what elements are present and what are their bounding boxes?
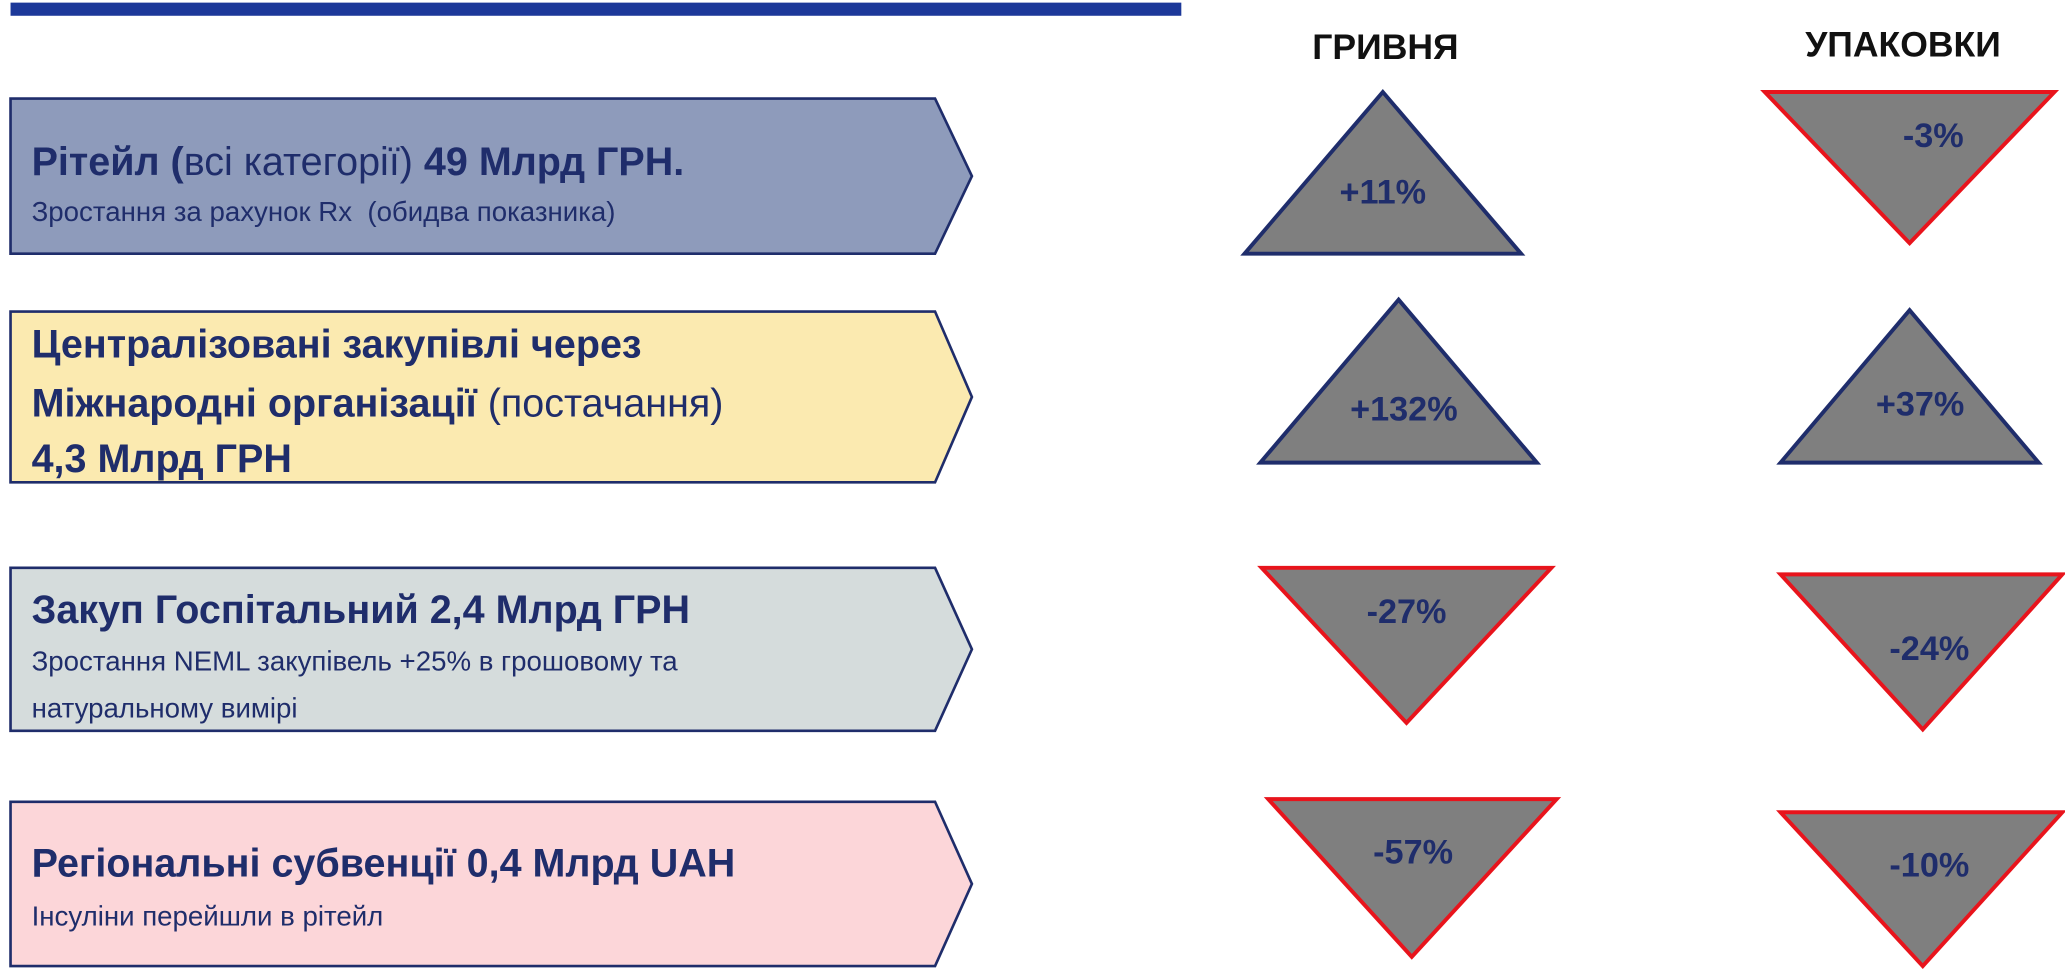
category-text: 4,3 Млрд ГРН (32, 437, 292, 481)
text-run: Інсуліни перейшли в рітейл (32, 900, 384, 931)
category-box (9, 566, 974, 733)
category-box (9, 310, 974, 484)
category-text: натуральному вимірі (32, 693, 298, 724)
change-label: +11% (1340, 174, 1427, 212)
change-label: -24% (1889, 630, 1969, 668)
change-label: -3% (1903, 117, 1964, 155)
text-run: натуральному вимірі (32, 693, 298, 724)
category-box (9, 97, 974, 255)
text-run: Рітейл ( (32, 140, 185, 184)
category-text: Рітейл (всі категорії) 49 Млрд ГРН. (32, 140, 685, 184)
down-triangle (1776, 810, 2065, 969)
change-label: -10% (1889, 847, 1969, 885)
column-header: УПАКОВКИ (1805, 25, 2001, 65)
change-label: -57% (1373, 834, 1453, 872)
category-text: Зростання за рахунок Rx (обидва показник… (32, 196, 616, 227)
down-triangle (1760, 90, 2060, 247)
column-header: ГРИВНЯ (1312, 27, 1458, 67)
text-run: Централізовані закупівлі через (32, 323, 642, 367)
down-triangle (1263, 797, 1562, 960)
category-text: Регіональні субвенції 0,4 Млрд UAH (32, 842, 736, 886)
change-label: -27% (1367, 593, 1447, 631)
up-triangle (1256, 296, 1542, 465)
text-run: Зростання за рахунок Rx (обидва показник… (32, 196, 616, 227)
text-run: всі категорії) (184, 140, 413, 184)
text-run: Міжнародні організації (32, 382, 478, 426)
down-triangle (1776, 572, 2065, 733)
up-triangle (1240, 88, 1526, 256)
category-text: Закуп Госпітальний 2,4 Млрд ГРН (32, 588, 690, 632)
text-run: 4,3 Млрд ГРН (32, 437, 292, 481)
text-run: Зростання NEML закупівель +25% в грошово… (32, 645, 679, 676)
text-run: Регіональні субвенції 0,4 Млрд UAH (32, 842, 736, 886)
down-triangle (1257, 565, 1556, 726)
category-text: Зростання NEML закупівель +25% в грошово… (32, 645, 679, 676)
top-bar (10, 2, 1182, 16)
change-label: +37% (1876, 385, 1964, 423)
category-text: Інсуліни перейшли в рітейл (32, 900, 384, 931)
up-triangle (1776, 307, 2043, 465)
text-run: Закуп Госпітальний 2,4 Млрд ГРН (32, 588, 690, 632)
change-label: +132% (1350, 391, 1458, 429)
category-text: Міжнародні організації (постачання) (32, 382, 724, 426)
category-text: Централізовані закупівлі через (32, 323, 642, 367)
category-box (9, 800, 974, 968)
text-run: (постачання) (477, 382, 724, 426)
text-run: 49 Млрд ГРН. (413, 140, 684, 184)
